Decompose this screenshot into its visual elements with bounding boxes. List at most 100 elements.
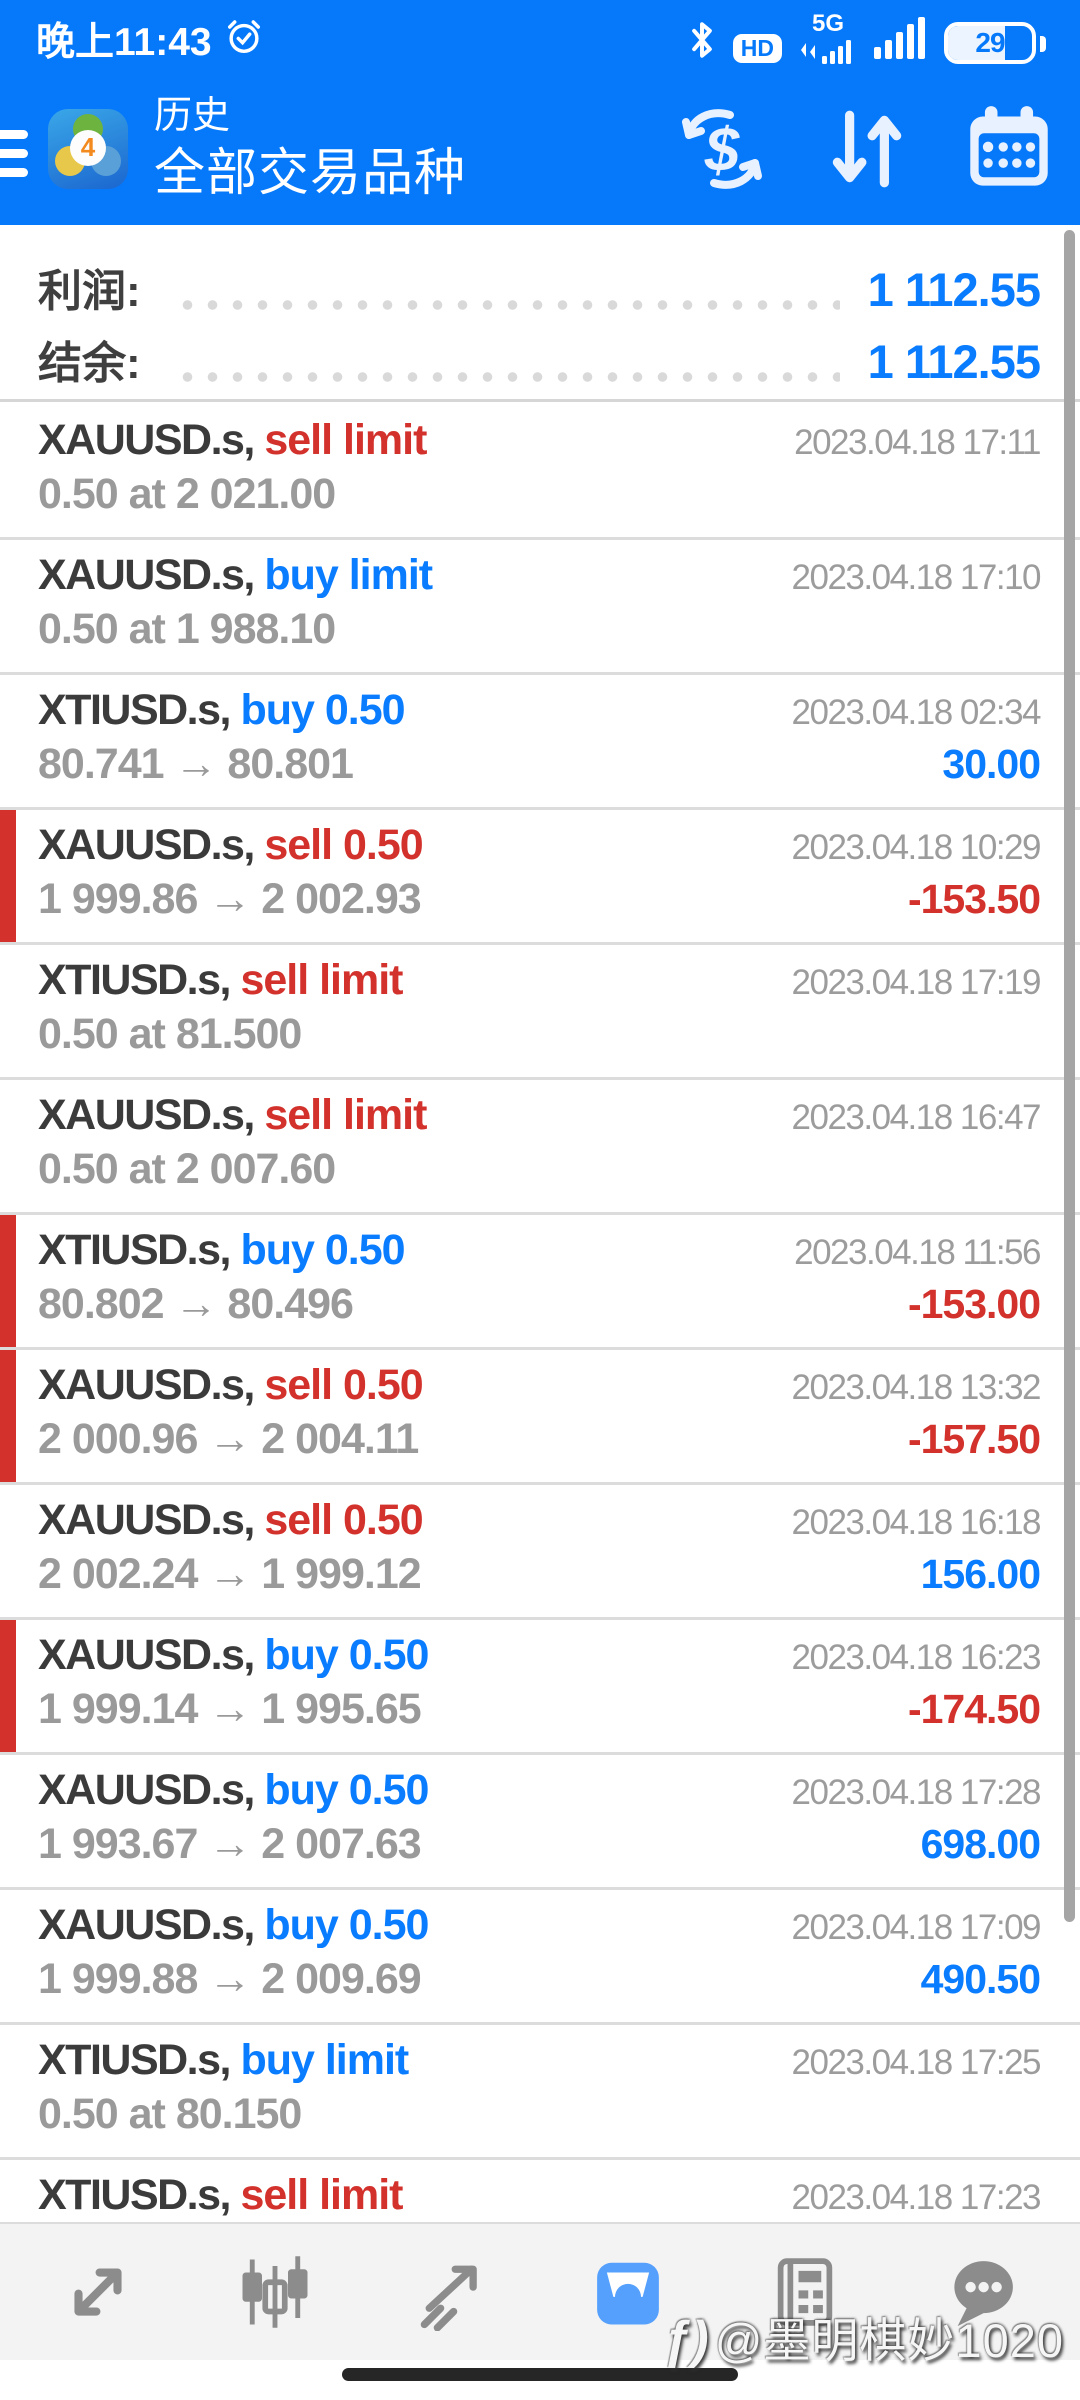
trade-row[interactable]: XAUUSD.s, sell 0.50 2023.04.18 10:29 1 9… [0,807,1080,942]
trade-symbol: XTIUSD.s, [38,2036,241,2084]
trade-row[interactable]: XTIUSD.s, buy 0.50 2023.04.18 02:34 80.7… [0,672,1080,807]
top-blue-area: 晚上11:43 HD 5G [0,0,1080,225]
home-indicator[interactable] [342,2368,738,2381]
scrollbar[interactable] [1064,230,1075,1922]
app-bar: 4 历史 全部交易品种 $ [0,72,1080,225]
tab-messages[interactable] [922,2237,1042,2347]
trade-type: sell 0.50 [264,821,423,869]
trade-symbol: XAUUSD.s, [38,821,265,869]
balance-label: 结余: [38,339,141,388]
header-subtitle: 历史 [154,94,231,137]
trade-type: buy limit [264,551,433,599]
trade-row[interactable]: XAUUSD.s, sell 0.50 2023.04.18 13:32 2 0… [0,1347,1080,1482]
trade-detail: 2 002.24 → 1 999.12 [38,1550,422,1598]
trade-row[interactable]: XTIUSD.s, sell limit 2023.04.18 17:23 [0,2157,1080,2222]
watermark-logo: ƒ) [662,2311,709,2369]
svg-text:$: $ [704,116,741,185]
trade-row[interactable]: XAUUSD.s, buy 0.50 2023.04.18 17:28 1 99… [0,1752,1080,1887]
trade-datetime: 2023.04.18 17:25 [791,2043,1042,2082]
trade-profit: -153.00 [907,1281,1041,1327]
trade-detail: 1 993.67 → 2 007.63 [38,1820,422,1868]
loss-marker-bar [0,1350,16,1482]
trade-datetime: 2023.04.18 10:29 [791,828,1042,867]
tab-history[interactable] [568,2237,688,2347]
mt4-app-icon: 4 [48,108,128,189]
loss-marker-bar [0,810,16,942]
trade-detail: 80.802 → 80.496 [38,1280,354,1328]
dotted-leader [174,299,840,311]
app-icon-badge: 4 [70,129,106,166]
trade-profit: 490.50 [920,1956,1041,2002]
trade-datetime: 2023.04.18 17:11 [794,423,1041,462]
balance-value: 1 112.55 [867,335,1041,388]
gesture-area [0,2360,1080,2400]
battery-level: 29 [975,27,1005,58]
trade-detail: 0.50 at 2 021.00 [38,470,336,518]
battery-fill [948,26,1006,60]
trade-type: sell limit [264,1091,427,1139]
battery-indicator: 29 [944,22,1036,64]
trade-type: sell 0.50 [264,1496,423,1544]
network-5g-indicator: 5G [798,12,856,66]
bluetooth-icon [687,19,717,66]
status-bar: 晚上11:43 HD 5G [0,0,1080,72]
trade-detail: 1 999.14 → 1 995.65 [38,1685,422,1733]
profit-label: 利润: [38,267,141,316]
trade-type: buy limit [240,2036,409,2084]
trade-detail: 0.50 at 80.150 [38,2090,302,2138]
status-time: 晚上11:43 [36,21,212,64]
trade-detail: 1 999.86 → 2 002.93 [38,875,422,923]
trade-detail: 2 000.96 → 2 004.11 [38,1415,419,1463]
trade-symbol: XTIUSD.s, [38,2171,241,2219]
tab-quotes[interactable] [38,2237,158,2347]
deposit-exchange-button[interactable]: $ [674,101,770,197]
trade-row[interactable]: XAUUSD.s, buy 0.50 2023.04.18 17:09 1 99… [0,1887,1080,2022]
trade-datetime: 2023.04.18 17:10 [791,558,1042,597]
trade-row[interactable]: XAUUSD.s, buy limit 2023.04.18 17:10 0.5… [0,537,1080,672]
trade-row[interactable]: XAUUSD.s, sell limit 2023.04.18 16:47 0.… [0,1077,1080,1212]
menu-button[interactable] [0,130,28,177]
trade-symbol: XAUUSD.s, [38,551,265,599]
battery-nub [1040,36,1046,52]
trade-row[interactable]: XTIUSD.s, buy 0.50 2023.04.18 11:56 80.8… [0,1212,1080,1347]
trade-datetime: 2023.04.18 17:09 [791,1908,1042,1947]
trade-row[interactable]: XTIUSD.s, buy limit 2023.04.18 17:25 0.5… [0,2022,1080,2157]
trade-detail: 80.741 → 80.801 [38,740,354,788]
trade-symbol: XAUUSD.s, [38,1361,265,1409]
trade-profit: -153.50 [907,876,1041,922]
tab-charts[interactable] [215,2237,335,2347]
trade-datetime: 2023.04.18 17:28 [791,1773,1042,1812]
trade-datetime: 2023.04.18 16:23 [791,1638,1042,1677]
loss-marker-bar [0,1620,16,1752]
profit-row: 利润: 1 112.55 [38,255,1041,327]
loss-marker-bar [0,1215,16,1347]
sort-button[interactable] [828,103,906,195]
trade-type: buy 0.50 [264,1631,429,1679]
trade-type: buy 0.50 [264,1901,429,1949]
tab-news[interactable] [745,2237,865,2347]
profit-value: 1 112.55 [867,263,1041,316]
trade-symbol: XAUUSD.s, [38,1496,265,1544]
calendar-button[interactable] [964,104,1054,194]
header-titles: 历史 全部交易品种 [154,94,466,202]
trade-symbol: XTIUSD.s, [38,686,241,734]
trade-detail: 0.50 at 2 007.60 [38,1145,336,1193]
trade-symbol: XAUUSD.s, [38,1091,265,1139]
trade-row[interactable]: XAUUSD.s, buy 0.50 2023.04.18 16:23 1 99… [0,1617,1080,1752]
trade-datetime: 2023.04.18 17:23 [791,2178,1042,2217]
hd-badge: HD [732,34,782,63]
trade-symbol: XTIUSD.s, [38,1226,241,1274]
trade-datetime: 2023.04.18 11:56 [794,1233,1041,1272]
tab-trade[interactable] [392,2237,512,2347]
bottom-nav [0,2222,1080,2360]
trade-row[interactable]: XAUUSD.s, sell limit 2023.04.18 17:11 0.… [0,402,1080,537]
trade-symbol: XAUUSD.s, [38,1901,265,1949]
trade-profit: -174.50 [907,1686,1041,1732]
alarm-icon [224,17,264,62]
trade-type: buy 0.50 [240,1226,405,1274]
trade-row[interactable]: XAUUSD.s, sell 0.50 2023.04.18 16:18 2 0… [0,1482,1080,1617]
summary-card: 利润: 1 112.55 结余: 1 112.55 [0,225,1080,402]
trade-row[interactable]: XTIUSD.s, sell limit 2023.04.18 17:19 0.… [0,942,1080,1077]
trade-datetime: 2023.04.18 16:47 [791,1098,1042,1137]
